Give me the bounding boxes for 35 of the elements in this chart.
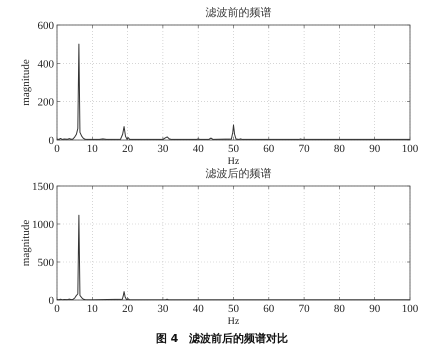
x-tick-label: 70	[298, 143, 310, 155]
chart-title: 滤波前的频谱	[206, 6, 272, 19]
x-tick-label: 60	[263, 303, 275, 315]
x-tick-label: 30	[157, 303, 169, 315]
x-tick-label: 80	[334, 143, 346, 155]
y-axis-title: magnitude	[20, 59, 32, 106]
y-tick-label: 0	[48, 295, 54, 307]
y-tick-label: 600	[38, 20, 54, 32]
y-tick-label: 500	[38, 257, 54, 269]
x-axis-title: Hz	[228, 156, 240, 167]
x-tick-label: 30	[157, 143, 169, 155]
caption: 图 4 滤波前后的频谱对比	[156, 332, 288, 345]
x-tick-label: 20	[122, 303, 134, 315]
y-tick-label: 200	[38, 96, 54, 109]
x-tick-label: 90	[369, 143, 381, 155]
x-tick-label: 100	[402, 303, 419, 315]
x-tick-label: 10	[86, 303, 98, 315]
x-tick-label: 90	[369, 303, 381, 315]
y-axis-title: magnitude	[20, 220, 32, 266]
x-tick-label: 80	[334, 303, 346, 315]
x-axis-title: Hz	[228, 316, 240, 327]
x-tick-label: 10	[86, 143, 98, 155]
y-tick-label: 400	[38, 58, 54, 70]
chart-title: 滤波后的频谱	[206, 167, 272, 180]
x-tick-label: 40	[192, 303, 204, 315]
x-tick-label: 70	[298, 303, 310, 315]
x-tick-label: 40	[192, 143, 204, 155]
y-tick-label: 1500	[32, 181, 54, 193]
x-tick-label: 100	[402, 143, 419, 155]
y-tick-label: 1000	[32, 219, 54, 231]
x-tick-label: 50	[228, 303, 240, 315]
x-tick-label: 60	[263, 143, 275, 155]
x-tick-label: 50	[228, 143, 240, 155]
x-tick-label: 20	[122, 143, 134, 155]
y-tick-label: 0	[48, 135, 54, 147]
